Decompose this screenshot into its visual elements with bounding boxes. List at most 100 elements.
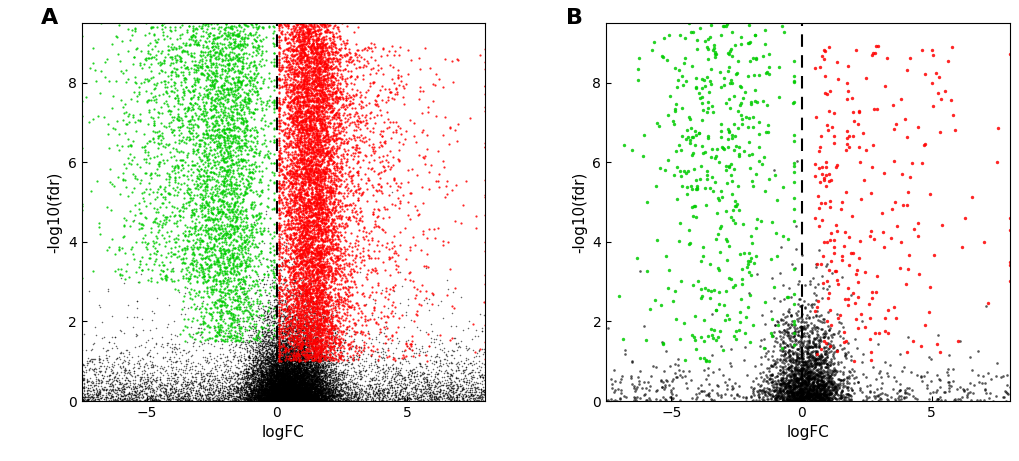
Point (268, 341, 284, 349)
Point (299, 89, 315, 97)
Point (801, 307, 817, 314)
Point (240, 392, 257, 399)
Point (292, 30, 309, 38)
Point (365, 361, 381, 368)
Point (268, 383, 284, 390)
Point (280, 358, 297, 366)
Point (285, 363, 302, 370)
Point (163, 203, 179, 210)
Point (276, 372, 292, 379)
Point (297, 303, 313, 310)
Point (213, 197, 229, 204)
Point (266, 362, 282, 369)
Point (293, 391, 310, 398)
Point (253, 322, 269, 330)
Point (211, 326, 227, 333)
Point (264, 387, 280, 394)
Point (292, 260, 309, 267)
Point (317, 273, 333, 281)
Point (270, 390, 286, 397)
Point (444, 372, 461, 380)
Point (304, 68, 320, 75)
Point (143, 397, 159, 404)
Point (401, 346, 418, 353)
Point (277, 391, 293, 398)
Point (275, 383, 291, 390)
Point (476, 361, 492, 368)
Point (247, 167, 263, 174)
Point (228, 42, 245, 49)
Point (273, 334, 289, 342)
Point (294, 242, 311, 250)
Point (309, 389, 325, 396)
Point (206, 222, 222, 229)
Point (264, 337, 280, 344)
Point (428, 394, 444, 401)
Point (251, 366, 267, 373)
Point (271, 246, 287, 254)
Point (316, 238, 332, 245)
Point (311, 337, 327, 344)
Point (274, 387, 290, 395)
Point (298, 389, 314, 396)
Point (140, 97, 156, 104)
Point (287, 373, 304, 381)
Point (306, 98, 322, 105)
Point (308, 149, 324, 156)
Point (255, 373, 271, 381)
Point (253, 378, 269, 386)
Point (151, 394, 167, 401)
Point (307, 373, 323, 381)
Point (809, 397, 825, 405)
Point (252, 396, 268, 404)
Point (282, 383, 299, 390)
Point (262, 137, 278, 144)
Point (253, 360, 269, 367)
Point (400, 370, 417, 378)
Point (285, 191, 302, 199)
Point (180, 230, 197, 237)
Point (764, 348, 781, 355)
Point (79, 396, 96, 403)
Point (258, 396, 274, 403)
Point (247, 362, 263, 369)
Point (252, 385, 268, 392)
Point (220, 30, 236, 38)
Point (282, 283, 299, 290)
Point (262, 376, 278, 383)
Point (272, 309, 288, 316)
Point (294, 24, 311, 31)
Point (316, 394, 332, 401)
Point (353, 395, 369, 402)
Point (271, 376, 287, 383)
Point (945, 396, 961, 404)
Point (742, 99, 758, 106)
Point (289, 314, 306, 322)
Point (215, 155, 231, 162)
Point (254, 383, 270, 390)
Point (294, 366, 311, 373)
Point (267, 394, 283, 402)
Point (266, 380, 282, 387)
Point (806, 284, 822, 291)
Point (283, 385, 300, 392)
Point (286, 89, 303, 97)
Point (318, 49, 334, 57)
Point (275, 384, 291, 391)
Point (309, 44, 325, 51)
Point (815, 397, 832, 404)
Point (234, 195, 251, 202)
Point (278, 388, 294, 396)
Point (311, 378, 327, 386)
Point (152, 62, 168, 69)
Point (223, 374, 239, 381)
Point (267, 389, 283, 396)
Point (318, 270, 334, 278)
Point (284, 386, 301, 393)
Point (799, 321, 815, 329)
Point (83, 392, 99, 399)
Point (252, 396, 268, 403)
Point (279, 299, 296, 306)
Point (394, 392, 411, 400)
Point (374, 361, 390, 369)
